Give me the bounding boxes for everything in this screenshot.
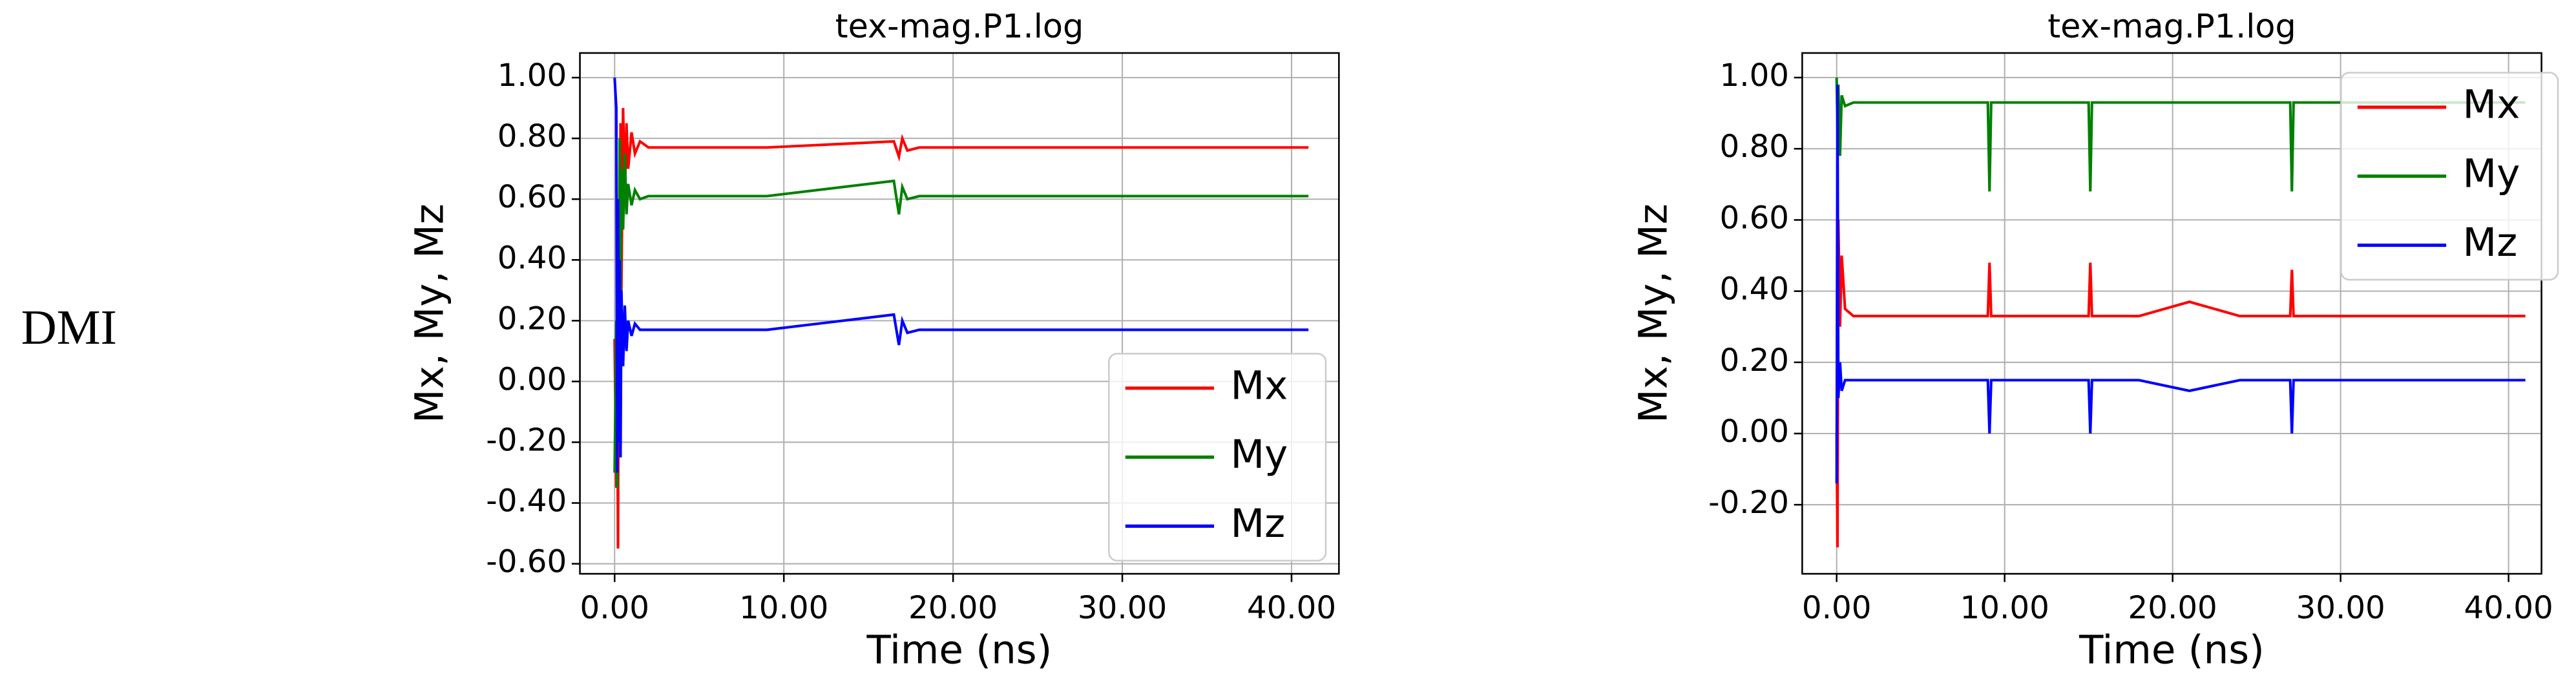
x-tick-label: 30.00 bbox=[1078, 590, 1167, 626]
y-tick-label: 0.60 bbox=[1719, 200, 1789, 236]
y-tick-label: 0.60 bbox=[497, 179, 567, 215]
legend-box bbox=[1108, 353, 1327, 561]
legend-label: Mx bbox=[1231, 362, 1288, 408]
legend-label: My bbox=[1231, 432, 1288, 477]
legend-box bbox=[2340, 72, 2559, 281]
plot-frame bbox=[579, 52, 1340, 575]
x-tick-label: 10.00 bbox=[1960, 590, 2049, 626]
data-line bbox=[1835, 220, 2526, 548]
legend-label: Mz bbox=[1231, 501, 1286, 547]
data-line bbox=[1835, 85, 2526, 484]
y-axis-label: Mx, My, Mz bbox=[406, 204, 452, 423]
legend-label: Mx bbox=[2463, 82, 2520, 128]
data-line bbox=[1835, 78, 2526, 192]
legend-label: Mz bbox=[2463, 220, 2518, 266]
y-tick-label: -0.40 bbox=[486, 483, 567, 519]
y-tick-label: 0.40 bbox=[1719, 271, 1789, 308]
x-axis-label: Time (ns) bbox=[866, 627, 1052, 673]
y-tick-label: 0.40 bbox=[497, 240, 567, 276]
y-tick-label: 0.20 bbox=[1719, 342, 1789, 379]
x-tick-label: 0.00 bbox=[580, 590, 650, 626]
data-line bbox=[613, 78, 1309, 473]
row-label: DMI bbox=[21, 300, 117, 355]
x-axis-label: Time (ns) bbox=[2079, 627, 2265, 673]
y-tick-label: -0.20 bbox=[486, 422, 567, 458]
x-tick-label: 10.00 bbox=[739, 590, 828, 626]
x-tick-label: 0.00 bbox=[1802, 590, 1872, 626]
y-tick-label: 1.00 bbox=[1719, 58, 1789, 94]
y-axis-label: Mx, My, Mz bbox=[1631, 204, 1677, 423]
y-tick-label: 0.00 bbox=[1719, 414, 1789, 450]
x-tick-label: 40.00 bbox=[2464, 590, 2553, 626]
y-tick-label: -0.20 bbox=[1708, 485, 1789, 521]
chart-title: tex-mag.P1.log bbox=[2047, 7, 2296, 45]
y-tick-label: 0.20 bbox=[497, 300, 567, 337]
x-tick-label: 20.00 bbox=[2128, 590, 2217, 626]
x-tick-label: 30.00 bbox=[2296, 590, 2385, 626]
y-tick-label: 1.00 bbox=[497, 58, 567, 94]
y-tick-label: -0.60 bbox=[486, 544, 567, 580]
x-tick-label: 20.00 bbox=[908, 590, 998, 626]
y-tick-label: 0.80 bbox=[1719, 129, 1789, 165]
y-tick-label: 0.80 bbox=[497, 118, 567, 154]
legend-label: My bbox=[2463, 151, 2520, 196]
plot-frame bbox=[1801, 52, 2542, 575]
y-tick-label: 0.00 bbox=[497, 361, 567, 397]
chart-title: tex-mag.P1.log bbox=[835, 7, 1084, 45]
x-tick-label: 40.00 bbox=[1247, 590, 1336, 626]
